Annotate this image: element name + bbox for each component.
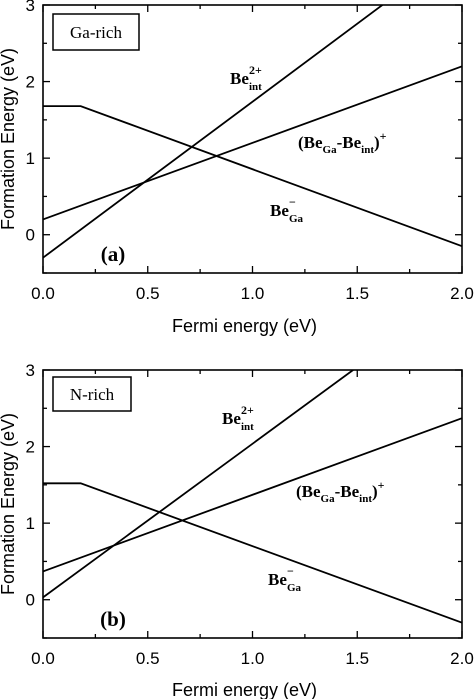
x-tick-label: 1.5: [345, 649, 369, 668]
label-sub: int: [249, 81, 262, 93]
label-sup: 2+: [249, 63, 262, 77]
series-line-be_int_2plus: [43, 5, 383, 259]
label-sub: Ga: [287, 582, 302, 594]
series-label-be_ga_minus: Be: [270, 201, 289, 220]
y-tick-label: 1: [26, 514, 35, 533]
series-line-be_int_2plus: [43, 370, 354, 599]
label-sup: +: [380, 129, 387, 143]
label-base: (Be: [298, 133, 323, 152]
label-sup: +: [378, 478, 385, 492]
panel-label: (b): [100, 607, 126, 631]
x-tick-label: 0.5: [136, 649, 160, 668]
series-label-be_ga_be_int_plus: (BeGa-Beint)+: [298, 129, 387, 156]
label-sub: int: [241, 421, 254, 433]
label-sup: 2+: [241, 403, 254, 417]
label-base: Be: [230, 69, 249, 88]
label-close: ): [372, 482, 378, 501]
chart-panel-b: 0.0 0.5 1.0 1.5 2.0 0 1 2 3 Fermi energy (eV) Form…: [0, 361, 474, 699]
y-tick-label: 1: [26, 149, 35, 168]
y-tick-label: 0: [26, 591, 35, 610]
condition-box: [52, 13, 140, 51]
y-tick-label: 3: [26, 0, 35, 15]
chart-panel-a: 0.0 0.5 1.0 1.5 2.0 0 1 2 3 Fermi energy (eV) Form…: [0, 0, 474, 336]
x-tick-label: 1.0: [241, 649, 265, 668]
series-label-be_ga_be_int_plus: (BeGa-Beint)+: [296, 478, 385, 505]
label-sub2: int: [361, 144, 374, 156]
condition-box: [52, 376, 132, 412]
label-sub: Ga: [289, 213, 304, 225]
label-sub2: int: [359, 493, 372, 505]
label-sup: −: [287, 564, 294, 578]
x-tick-label: 0.0: [31, 649, 55, 668]
series-line-be_ga_minus: [43, 482, 462, 624]
label-sub: Ga: [323, 144, 338, 156]
x-tick-label: 0.0: [31, 284, 55, 303]
x-tick-label: 2.0: [450, 284, 474, 303]
label-mid: -Be: [335, 482, 360, 501]
panel-label: (a): [101, 242, 126, 266]
y-tick-label: 2: [26, 73, 35, 92]
label-sup: −: [289, 195, 296, 209]
series-line-be_ga_minus: [43, 105, 462, 248]
condition-label: N-rich: [70, 385, 115, 404]
series-line-be_ga_be_int_plus: [43, 65, 462, 221]
series-label-be_int_2plus: Be: [222, 409, 241, 428]
label-base: Be: [222, 409, 241, 428]
condition-label: Ga-rich: [70, 23, 122, 42]
label-sub: Ga: [321, 493, 336, 505]
y-axis-title: Formation Energy (eV): [0, 48, 18, 230]
label-base: Be: [270, 201, 289, 220]
series-label-be_ga_minus: Be: [268, 570, 287, 589]
y-tick-label: 3: [26, 361, 35, 380]
x-tick-label: 0.5: [136, 284, 160, 303]
label-base: Be: [268, 570, 287, 589]
y-tick-label: 0: [26, 226, 35, 245]
label-base: (Be: [296, 482, 321, 501]
x-tick-label: 2.0: [450, 649, 474, 668]
y-axis-title: Formation Energy (eV): [0, 413, 18, 595]
x-tick-label: 1.0: [241, 284, 265, 303]
y-tick-label: 2: [26, 438, 35, 457]
x-axis-title: Fermi energy (eV): [172, 316, 317, 336]
x-axis-title: Fermi energy (eV): [172, 680, 317, 699]
label-mid: -Be: [337, 133, 362, 152]
label-close: ): [374, 133, 380, 152]
series-label-be_int_2plus: Be: [230, 69, 249, 88]
series-line-be_ga_be_int_plus: [43, 417, 462, 573]
x-tick-label: 1.5: [345, 284, 369, 303]
